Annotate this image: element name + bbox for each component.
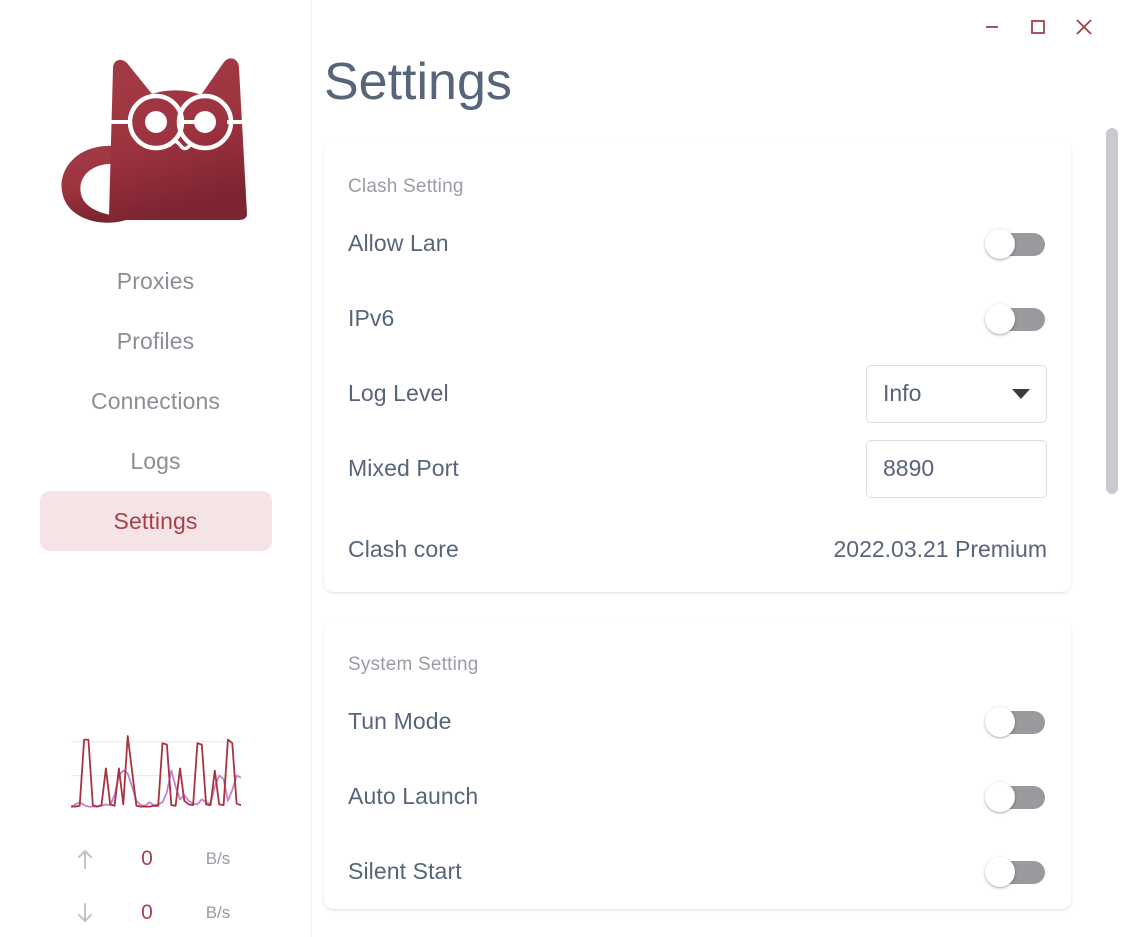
tun-mode-toggle[interactable] — [985, 706, 1047, 737]
speed-readouts: 0 B/s 0 B/s — [63, 832, 249, 937]
maximize-button[interactable] — [1018, 8, 1058, 46]
setting-label: Silent Start — [348, 858, 462, 884]
setting-row-tun-mode: Tun Mode — [348, 684, 1047, 759]
chart-line-upload — [71, 735, 241, 808]
setting-row-clash-core: Clash core 2022.03.21 Premium — [348, 506, 1047, 592]
setting-label: Log Level — [348, 380, 449, 406]
settings-scroll-area[interactable]: Clash Setting Allow Lan IPv6 — [312, 130, 1124, 937]
card-title: Clash Setting — [348, 176, 464, 197]
toggle-thumb — [985, 228, 1015, 259]
setting-row-allow-lan: Allow Lan — [348, 206, 1047, 281]
traffic-panel: 0 B/s 0 B/s — [0, 728, 312, 937]
clash-setting-card: Clash Setting Allow Lan IPv6 — [324, 142, 1071, 592]
toggle-thumb — [985, 856, 1015, 887]
window-titlebar — [312, 0, 1124, 54]
close-icon — [1076, 19, 1092, 35]
upload-speed-row: 0 B/s — [63, 832, 249, 886]
download-speed-unit: B/s — [205, 903, 231, 922]
sidebar-item-label: Connections — [91, 387, 220, 414]
silent-start-toggle[interactable] — [985, 856, 1047, 887]
allow-lan-toggle[interactable] — [985, 228, 1047, 259]
close-button[interactable] — [1064, 8, 1104, 46]
sidebar-item-label: Logs — [130, 447, 181, 474]
setting-row-ipv6: IPv6 — [348, 281, 1047, 356]
sidebar-item-connections[interactable]: Connections — [40, 371, 272, 431]
sidebar-item-label: Settings — [113, 507, 198, 534]
arrow-up-icon — [63, 846, 107, 872]
clash-core-version: 2022.03.21 Premium — [833, 535, 1047, 562]
setting-label: Clash core — [348, 535, 459, 562]
card-title: System Setting — [348, 654, 479, 675]
sidebar-item-logs[interactable]: Logs — [40, 431, 272, 491]
maximize-icon — [1031, 20, 1045, 34]
auto-launch-toggle[interactable] — [985, 781, 1047, 812]
upload-speed-value: 0 — [141, 847, 153, 870]
setting-label: Tun Mode — [348, 708, 452, 734]
ipv6-toggle[interactable] — [985, 303, 1047, 334]
download-speed-row: 0 B/s — [63, 886, 249, 937]
setting-label: Auto Launch — [348, 783, 479, 809]
minimize-button[interactable] — [972, 8, 1012, 46]
sidebar-item-profiles[interactable]: Profiles — [40, 311, 272, 371]
log-level-value: Info — [883, 380, 922, 406]
log-level-select[interactable]: Info — [866, 364, 1047, 423]
main-content: Settings Clash Setting Allow Lan IPv6 — [312, 0, 1124, 937]
sidebar: Proxies Profiles Connections Logs Settin… — [0, 0, 312, 937]
mixed-port-input[interactable]: 8890 — [866, 439, 1047, 498]
sidebar-nav: Proxies Profiles Connections Logs Settin… — [0, 251, 311, 551]
toggle-thumb — [985, 781, 1015, 812]
sidebar-item-label: Proxies — [116, 267, 195, 294]
cat-logo-icon — [61, 58, 251, 223]
setting-label: Mixed Port — [348, 455, 459, 481]
sidebar-item-label: Profiles — [116, 327, 195, 354]
setting-row-auto-launch: Auto Launch — [348, 759, 1047, 834]
app-logo — [51, 16, 261, 231]
upload-speed-unit: B/s — [205, 849, 231, 868]
page-title: Settings — [324, 53, 512, 111]
setting-label: Allow Lan — [348, 230, 449, 256]
toggle-thumb — [985, 303, 1015, 334]
scrollbar-thumb[interactable] — [1106, 128, 1118, 494]
arrow-down-icon — [63, 900, 107, 926]
download-speed-value: 0 — [141, 901, 153, 924]
sidebar-item-settings[interactable]: Settings — [39, 491, 272, 551]
toggle-thumb — [985, 706, 1015, 737]
minimize-icon — [986, 26, 998, 28]
setting-row-mixed-port: Mixed Port 8890 — [348, 431, 1047, 506]
setting-row-silent-start: Silent Start — [348, 834, 1047, 909]
mixed-port-value: 8890 — [883, 455, 935, 481]
sidebar-item-proxies[interactable]: Proxies — [40, 251, 272, 311]
setting-row-log-level: Log Level Info — [348, 356, 1047, 431]
setting-label: IPv6 — [348, 305, 395, 331]
chevron-down-icon — [1012, 388, 1030, 399]
chart-gridlines — [71, 741, 241, 777]
system-setting-card: System Setting Tun Mode Auto Launch — [324, 620, 1071, 909]
traffic-chart — [71, 735, 241, 808]
scrollbar-track[interactable] — [1106, 0, 1118, 937]
